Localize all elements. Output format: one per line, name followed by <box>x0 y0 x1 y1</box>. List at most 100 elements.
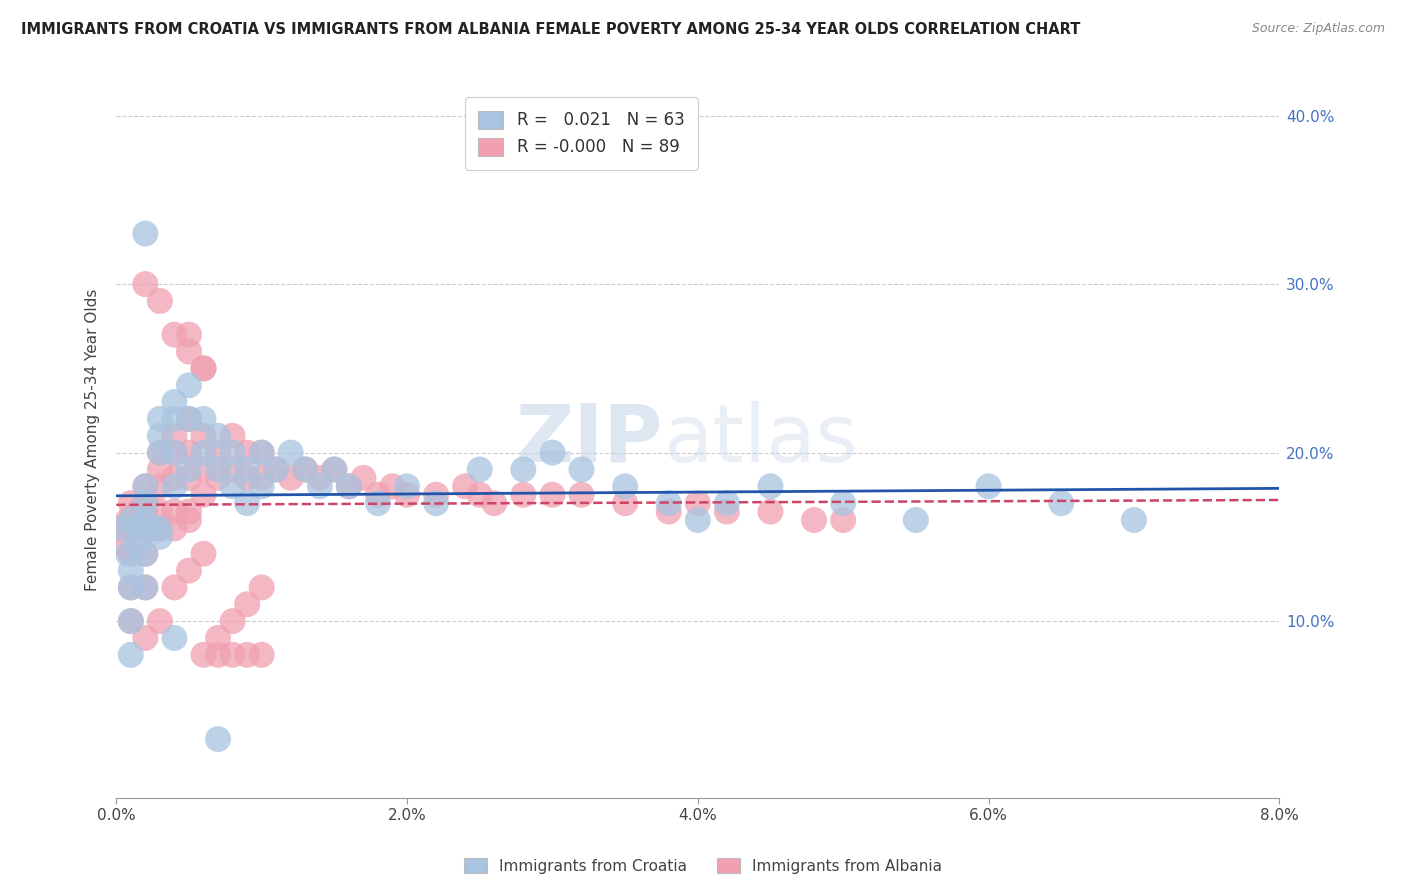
Point <box>163 521 186 535</box>
Point <box>134 496 156 510</box>
Point <box>177 445 200 459</box>
Point <box>236 496 259 510</box>
Point <box>134 547 156 561</box>
Point <box>149 479 172 493</box>
Point <box>134 227 156 241</box>
Point <box>117 513 139 527</box>
Point <box>571 462 593 476</box>
Point <box>120 614 142 628</box>
Point <box>1122 513 1144 527</box>
Point <box>120 581 142 595</box>
Point <box>177 505 200 519</box>
Point <box>468 462 491 476</box>
Point <box>221 445 243 459</box>
Point <box>134 479 156 493</box>
Point <box>264 462 287 476</box>
Point <box>236 597 259 611</box>
Point <box>134 581 156 595</box>
Point <box>425 496 447 510</box>
Point <box>134 631 156 645</box>
Point <box>120 581 142 595</box>
Point <box>127 538 149 552</box>
Point <box>120 521 142 535</box>
Point <box>134 505 156 519</box>
Point <box>207 732 229 747</box>
Point <box>120 513 142 527</box>
Point <box>207 445 229 459</box>
Point <box>177 378 200 392</box>
Point <box>127 521 149 535</box>
Point <box>250 445 273 459</box>
Point <box>120 614 142 628</box>
Point <box>207 429 229 443</box>
Text: Source: ZipAtlas.com: Source: ZipAtlas.com <box>1251 22 1385 36</box>
Point <box>832 513 855 527</box>
Point <box>512 462 534 476</box>
Point <box>367 496 389 510</box>
Point <box>120 648 142 662</box>
Point <box>177 513 200 527</box>
Point <box>280 445 302 459</box>
Point <box>149 429 172 443</box>
Text: IMMIGRANTS FROM CROATIA VS IMMIGRANTS FROM ALBANIA FEMALE POVERTY AMONG 25-34 YE: IMMIGRANTS FROM CROATIA VS IMMIGRANTS FR… <box>21 22 1080 37</box>
Point <box>425 488 447 502</box>
Point <box>134 513 156 527</box>
Point <box>221 479 243 493</box>
Point <box>177 412 200 426</box>
Point <box>193 429 215 443</box>
Point <box>221 429 243 443</box>
Point <box>127 521 149 535</box>
Legend: Immigrants from Croatia, Immigrants from Albania: Immigrants from Croatia, Immigrants from… <box>457 852 949 880</box>
Point <box>134 496 156 510</box>
Point <box>177 462 200 476</box>
Point <box>122 521 145 535</box>
Point <box>686 496 709 510</box>
Point <box>163 445 186 459</box>
Point <box>134 521 156 535</box>
Point <box>658 496 681 510</box>
Point <box>294 462 316 476</box>
Point <box>207 462 229 476</box>
Point <box>163 445 186 459</box>
Point <box>759 505 782 519</box>
Point <box>221 462 243 476</box>
Point <box>541 445 564 459</box>
Point <box>658 505 681 519</box>
Point <box>193 361 215 376</box>
Point <box>381 479 404 493</box>
Point <box>468 488 491 502</box>
Point <box>163 479 186 493</box>
Point <box>280 471 302 485</box>
Point <box>177 327 200 342</box>
Point <box>207 648 229 662</box>
Point <box>193 488 215 502</box>
Point <box>193 547 215 561</box>
Point <box>337 479 360 493</box>
Point <box>308 479 330 493</box>
Point <box>352 471 374 485</box>
Point <box>250 479 273 493</box>
Point <box>250 648 273 662</box>
Point <box>323 462 346 476</box>
Point <box>149 412 172 426</box>
Point <box>323 462 346 476</box>
Point <box>163 505 186 519</box>
Point <box>512 488 534 502</box>
Point <box>149 614 172 628</box>
Point <box>149 521 172 535</box>
Point <box>149 445 172 459</box>
Point <box>149 505 172 519</box>
Point <box>484 496 506 510</box>
Point <box>193 648 215 662</box>
Point <box>207 471 229 485</box>
Point <box>221 648 243 662</box>
Point <box>541 488 564 502</box>
Point <box>904 513 927 527</box>
Point <box>193 462 215 476</box>
Point <box>367 488 389 502</box>
Point <box>264 462 287 476</box>
Point <box>250 471 273 485</box>
Point <box>977 479 1000 493</box>
Point <box>149 293 172 308</box>
Y-axis label: Female Poverty Among 25-34 Year Olds: Female Poverty Among 25-34 Year Olds <box>86 289 100 591</box>
